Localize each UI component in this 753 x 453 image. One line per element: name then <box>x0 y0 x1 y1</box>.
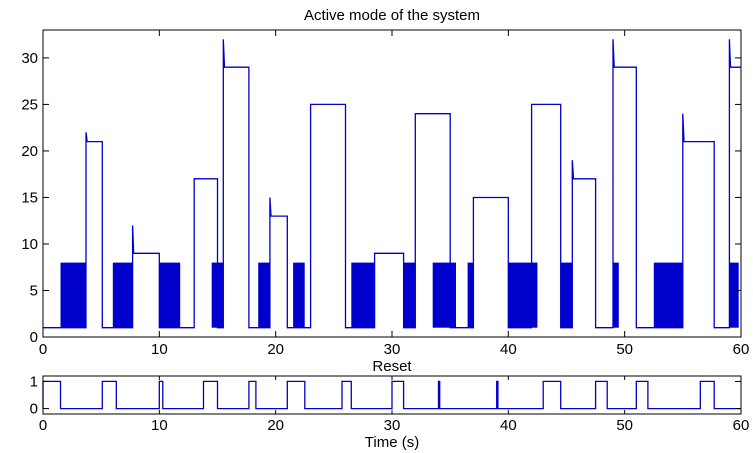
x-tick-label: 60 <box>733 341 750 358</box>
x-tick-label: 30 <box>384 417 401 434</box>
switching-band <box>729 262 739 328</box>
y-tick-label: 20 <box>21 143 38 160</box>
x-tick-label: 20 <box>267 417 284 434</box>
y-tick-label: 25 <box>21 96 38 113</box>
x-tick-label: 50 <box>616 341 633 358</box>
y-tick-label: 30 <box>21 50 38 67</box>
mode-x-axis: 0 10 20 30 40 50 60 <box>39 30 750 358</box>
switching-band <box>258 262 270 328</box>
mode-y-axis: 0 5 10 15 20 25 30 <box>21 50 741 346</box>
switching-band <box>432 262 456 328</box>
mode-line <box>43 39 741 329</box>
x-tick-label: 10 <box>151 417 168 434</box>
y-tick-label: 5 <box>30 282 38 299</box>
switching-band <box>293 262 305 328</box>
switching-band <box>211 262 224 328</box>
switching-band <box>351 262 375 328</box>
reset-line <box>42 380 741 410</box>
x-tick-label: 40 <box>500 417 517 434</box>
switching-band <box>112 262 133 328</box>
reset-x-axis-label: Time (s) <box>365 434 419 451</box>
switching-band <box>60 262 87 328</box>
x-tick-label: 30 <box>384 341 401 358</box>
x-tick-label: 40 <box>500 341 517 358</box>
switching-band <box>653 262 683 328</box>
switching-band <box>613 262 619 328</box>
mode-series-line <box>43 39 741 329</box>
x-tick-label: 60 <box>733 417 750 434</box>
y-tick-label: 0 <box>30 401 38 418</box>
switching-band <box>159 262 181 328</box>
x-tick-label: 0 <box>39 341 47 358</box>
switching-band <box>560 262 573 328</box>
y-tick-label: 0 <box>30 329 38 346</box>
switching-band <box>467 262 474 328</box>
x-tick-label: 0 <box>39 417 47 434</box>
mode-chart: Active mode of the system 0 10 20 30 40 50 60 … <box>21 7 749 358</box>
mode-chart-title: Active mode of the system <box>304 7 480 24</box>
switching-band <box>403 262 416 328</box>
x-tick-label: 20 <box>267 341 284 358</box>
reset-chart: Reset 0 10 20 30 40 50 60 01 Time (s) <box>30 358 750 451</box>
switching-band <box>508 262 538 328</box>
x-tick-label: 50 <box>616 417 633 434</box>
reset-series-line <box>42 380 741 410</box>
mode-switching-bands <box>60 262 739 328</box>
y-tick-label: 10 <box>21 236 38 253</box>
x-tick-label: 10 <box>151 341 168 358</box>
y-tick-label: 1 <box>30 373 38 390</box>
reset-x-axis: 0 10 20 30 40 50 60 <box>39 376 750 434</box>
reset-chart-title: Reset <box>372 358 412 375</box>
reset-y-axis: 01 <box>30 373 741 418</box>
y-tick-label: 15 <box>21 189 38 206</box>
